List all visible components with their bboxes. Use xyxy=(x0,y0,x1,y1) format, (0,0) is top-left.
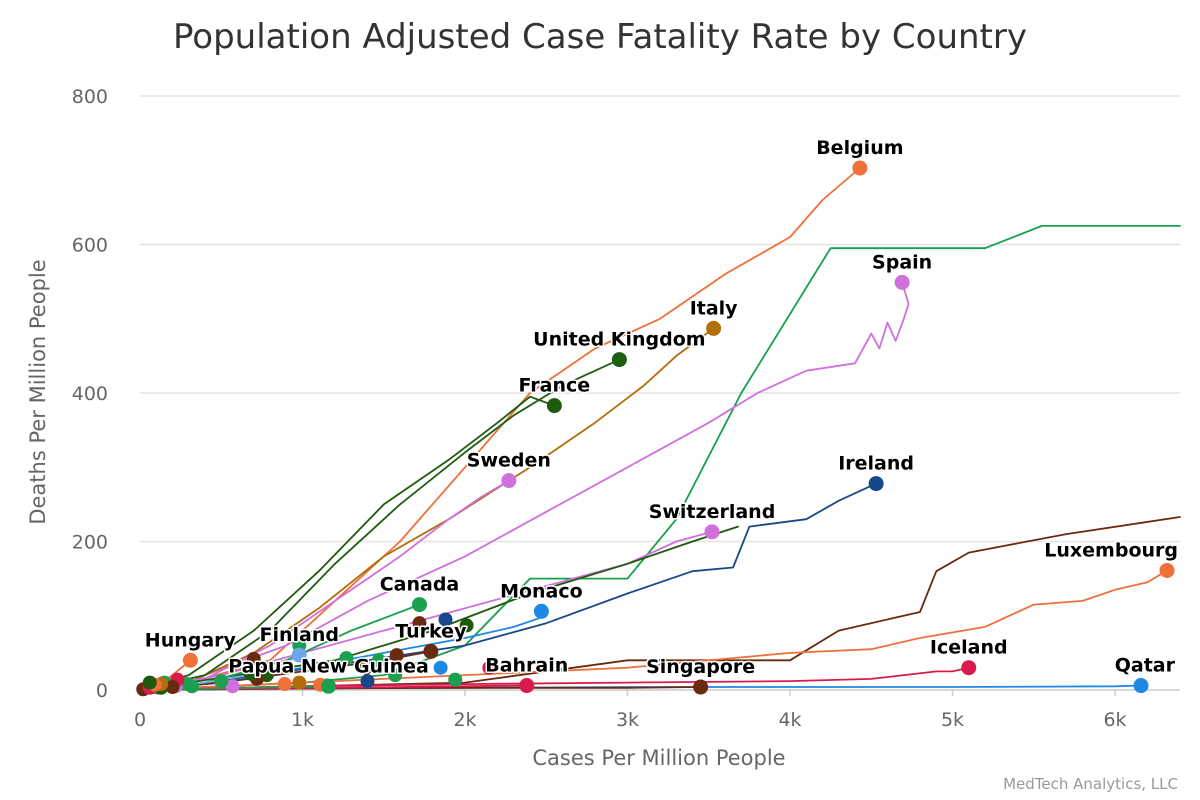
marker-papua-new-guinea[interactable] xyxy=(321,678,336,694)
x-tick-label: 5k xyxy=(941,709,964,731)
series-line-sweden[interactable] xyxy=(139,479,510,691)
marker-luxembourg[interactable] xyxy=(1159,562,1175,578)
marker-slovenia[interactable] xyxy=(339,651,354,666)
marker-singapore[interactable] xyxy=(693,679,709,695)
label-italy: Italy xyxy=(690,297,738,319)
x-tick-label: 1k xyxy=(291,709,314,731)
marker-ireland[interactable] xyxy=(868,476,884,492)
x-tick-label: 4k xyxy=(778,709,801,731)
marker-romania[interactable] xyxy=(246,651,261,666)
marker-austria[interactable] xyxy=(412,616,427,631)
marker-portugal[interactable] xyxy=(389,648,404,663)
marker-sweden[interactable] xyxy=(501,473,517,489)
marker-turkey[interactable] xyxy=(423,643,439,659)
label-bahrain: Bahrain xyxy=(485,655,568,677)
y-axis-title: Deaths Per Million People xyxy=(26,259,50,524)
label-iceland: Iceland xyxy=(930,637,1008,659)
series-line-france[interactable] xyxy=(139,395,556,691)
marker-united-kingdom[interactable] xyxy=(611,352,627,368)
marker-ecuador[interactable] xyxy=(482,660,497,675)
marker-monaco[interactable] xyxy=(533,603,549,619)
series-line-luxembourg-extended[interactable] xyxy=(139,516,1181,691)
label-ireland: Ireland xyxy=(838,453,914,475)
marker-bahrain[interactable] xyxy=(519,678,535,694)
label-spain: Spain xyxy=(872,251,932,273)
grid xyxy=(140,95,1180,543)
marker-hungary[interactable] xyxy=(182,652,198,668)
y-tick-label: 400 xyxy=(72,383,108,405)
label-canada: Canada xyxy=(380,574,460,596)
marker-belgium[interactable] xyxy=(852,160,868,176)
label-singapore: Singapore xyxy=(646,656,755,678)
series-markers xyxy=(136,160,1175,697)
y-tick-label: 200 xyxy=(72,532,108,554)
series-labels: Belgium Spain Italy United Kingdom France Swe… xyxy=(143,136,1179,680)
marker-qatar[interactable] xyxy=(1133,678,1149,694)
y-tick-label: 800 xyxy=(72,86,108,108)
label-france: France xyxy=(519,375,591,397)
marker-finland[interactable] xyxy=(291,647,307,663)
series-line-belgium[interactable] xyxy=(139,167,861,691)
x-tick-label: 6k xyxy=(1103,709,1126,731)
marker-korea[interactable] xyxy=(165,680,180,695)
marker-russia[interactable] xyxy=(358,660,373,675)
label-united-kingdom: United Kingdom xyxy=(533,329,705,351)
marker-peru[interactable] xyxy=(277,677,292,692)
series-line-united-kingdom[interactable] xyxy=(139,358,621,691)
axes: 0 200 400 600 800 0 1k 2k 3k 4k 5k 6k xyxy=(72,86,1180,731)
chart-title: Population Adjusted Case Fatality Rate b… xyxy=(173,17,1027,57)
marker-lithuania[interactable] xyxy=(214,674,229,689)
marker-spain[interactable] xyxy=(894,274,910,290)
series-line-iceland[interactable] xyxy=(139,666,970,691)
marker-switzerland[interactable] xyxy=(704,524,720,540)
marker-italy[interactable] xyxy=(706,320,722,336)
marker-canada[interactable] xyxy=(412,597,427,613)
series-line-qatar-extended[interactable] xyxy=(139,225,1181,691)
x-axis-title: Cases Per Million People xyxy=(532,746,785,770)
label-hungary: Hungary xyxy=(145,629,237,651)
marker-estonia[interactable] xyxy=(360,674,375,689)
y-tick-label: 0 xyxy=(96,680,108,702)
marker-algeria[interactable] xyxy=(142,675,157,690)
label-turkey: Turkey xyxy=(395,620,467,642)
marker-norway[interactable] xyxy=(433,660,448,675)
y-tick-label: 600 xyxy=(72,235,108,257)
x-tick-label: 0 xyxy=(134,709,146,731)
label-sweden: Sweden xyxy=(467,450,551,472)
label-belgium: Belgium xyxy=(816,137,903,159)
label-switzerland: Switzerland xyxy=(649,501,776,523)
series-line-luxembourg[interactable] xyxy=(139,569,1168,691)
series-lines xyxy=(139,167,1181,691)
x-tick-label: 3k xyxy=(616,709,639,731)
label-papua-new-guinea: Papua New Guinea xyxy=(228,655,429,677)
x-tick-label: 2k xyxy=(453,709,476,731)
series-line-spain[interactable] xyxy=(139,281,910,691)
marker-belarus[interactable] xyxy=(225,679,240,694)
marker-iceland[interactable] xyxy=(961,660,977,676)
marker-serbia[interactable] xyxy=(371,653,386,668)
marker-czechia[interactable] xyxy=(388,668,403,683)
label-qatar: Qatar xyxy=(1115,655,1176,677)
marker-denmark[interactable] xyxy=(459,618,474,633)
marker-cyprus[interactable] xyxy=(243,666,258,681)
label-luxembourg: Luxembourg xyxy=(1044,539,1178,561)
marker-israel[interactable] xyxy=(448,672,463,687)
marker-malta[interactable] xyxy=(292,675,307,690)
marker-france[interactable] xyxy=(546,398,562,414)
label-finland: Finland xyxy=(260,624,339,646)
marker-germany[interactable] xyxy=(438,612,453,627)
label-monaco: Monaco xyxy=(500,580,583,602)
credit-text[interactable]: MedTech Analytics, LLC xyxy=(1003,775,1178,793)
